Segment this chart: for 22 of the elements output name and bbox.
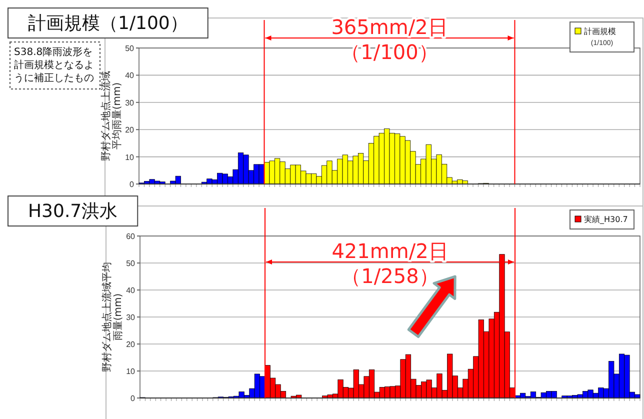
chart-title: H30.7洪水 bbox=[28, 201, 118, 222]
y-tick-label: 50 bbox=[125, 44, 135, 53]
annotation: 421mm/2日 bbox=[332, 239, 448, 263]
y-axis-title: 野村ダム地点上流域平均雨量(mm) bbox=[101, 262, 124, 372]
y-tick-label: 40 bbox=[125, 71, 135, 80]
legend-label: 実績_H30.7 bbox=[584, 215, 628, 224]
y-tick-label: 0 bbox=[130, 180, 135, 189]
y-tick-label: 10 bbox=[126, 367, 136, 376]
y-tick-label: 0 bbox=[130, 394, 136, 403]
y-tick-label: 20 bbox=[125, 126, 135, 135]
annotation: （1/258） bbox=[341, 264, 439, 288]
y-tick-label: 40 bbox=[126, 286, 136, 295]
y-tick-label: 30 bbox=[126, 313, 136, 322]
y-tick-label: 20 bbox=[126, 340, 136, 349]
chart-title: 計画規模（1/100） bbox=[28, 13, 188, 34]
y-tick-label: 60 bbox=[126, 232, 136, 241]
y-tick-label: 30 bbox=[125, 98, 135, 108]
text: S38.8降雨波形を計画規模となるように補正したもの bbox=[14, 46, 94, 84]
y-tick-label: 10 bbox=[125, 152, 135, 162]
y-tick-label: 50 bbox=[126, 259, 136, 268]
y-axis-title: 野村ダム地点上流域平均雨量(mm) bbox=[100, 71, 123, 161]
text: 365mm/2日 bbox=[331, 15, 448, 39]
